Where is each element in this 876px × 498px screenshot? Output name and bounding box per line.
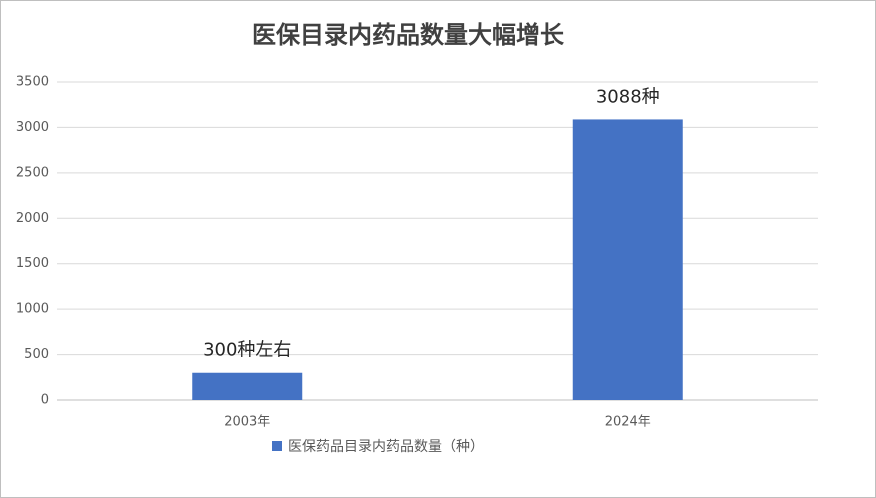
legend-label: 医保药品目录内药品数量（种）	[288, 439, 484, 455]
x-tick-label: 2024年	[605, 415, 651, 430]
bar	[192, 372, 303, 400]
chart-title: 医保目录内药品数量大幅增长	[252, 21, 565, 49]
y-tick-label: 2500	[16, 165, 49, 180]
y-tick-label: 3500	[16, 75, 49, 90]
x-tick-label: 2003年	[224, 415, 270, 430]
y-tick-label: 2000	[16, 211, 49, 226]
data-label: 3088种	[596, 86, 660, 107]
y-tick-label: 500	[24, 347, 49, 362]
y-tick-label: 0	[41, 393, 49, 408]
legend-swatch	[272, 441, 282, 451]
y-tick-label: 1500	[16, 256, 49, 271]
data-label: 300种左右	[203, 340, 291, 361]
y-tick-label: 3000	[16, 120, 49, 135]
bar	[572, 119, 683, 401]
y-tick-label: 1000	[16, 302, 49, 317]
